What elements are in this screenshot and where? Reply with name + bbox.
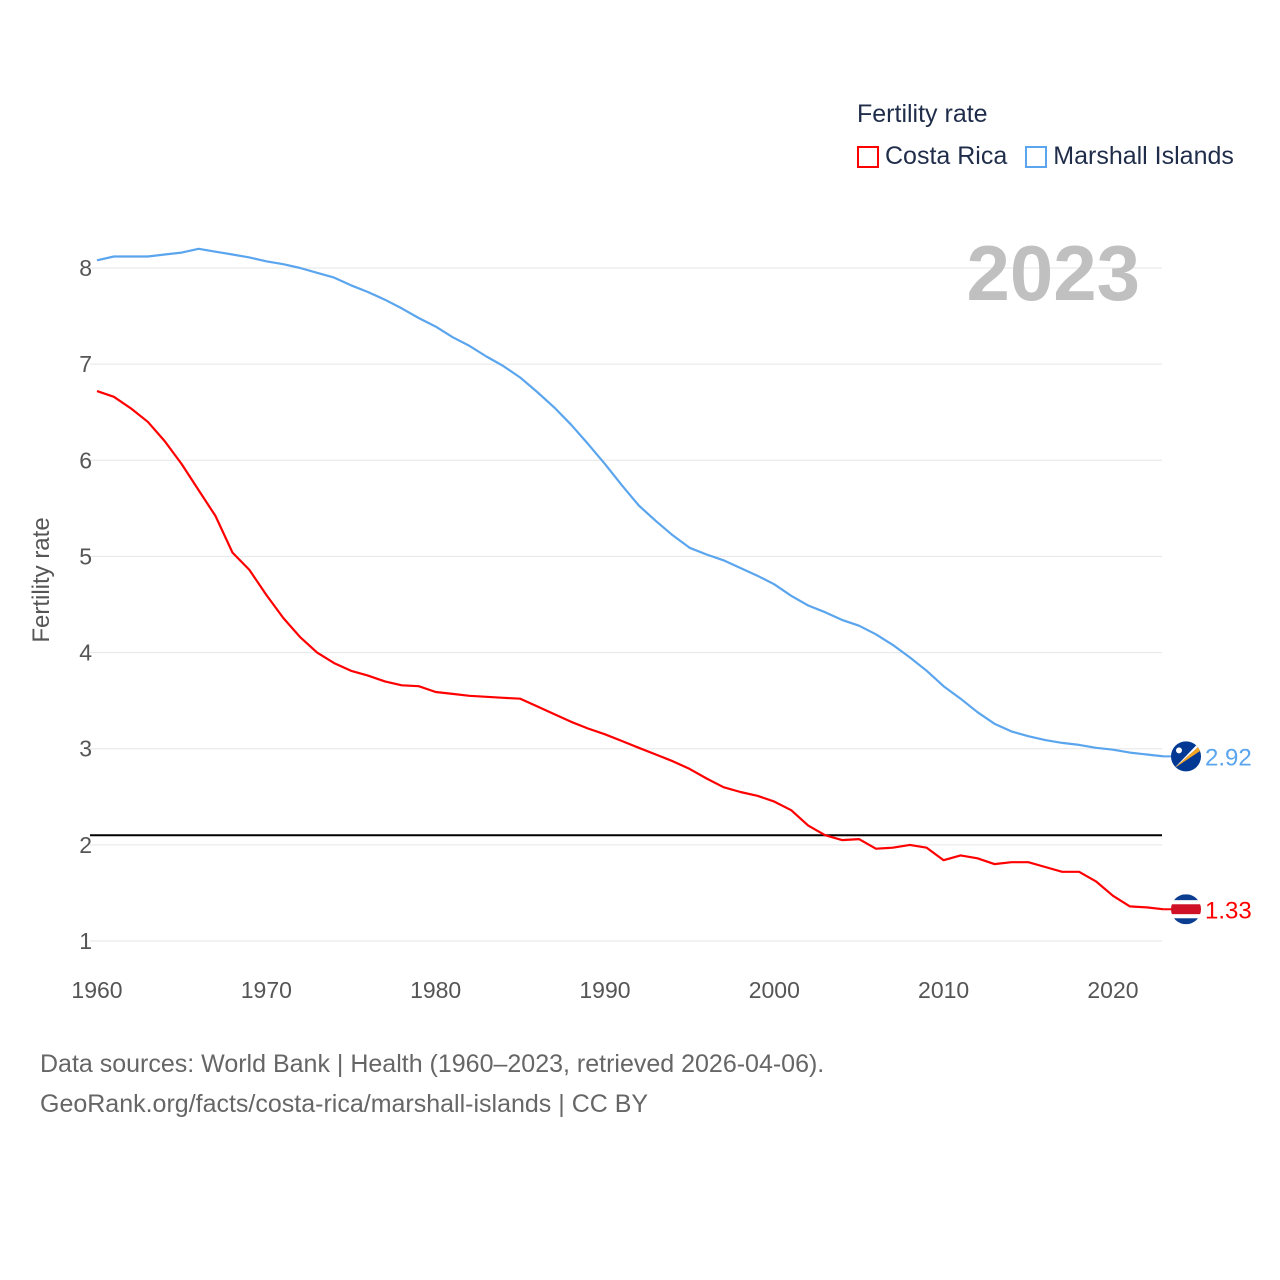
x-tick-label: 1960 xyxy=(71,977,122,1003)
source-line: Data sources: World Bank | Health (1960–… xyxy=(40,1050,825,1078)
legend-label: Marshall Islands xyxy=(1053,142,1234,170)
x-tick-label: 2000 xyxy=(749,977,800,1003)
x-tick-label: 2020 xyxy=(1087,977,1138,1003)
x-tick-labels: 1960 1970 1980 1990 2000 2010 2020 xyxy=(71,977,1138,1003)
y-tick-label: 1 xyxy=(79,928,92,954)
legend-item-costa-rica[interactable]: Costa Rica xyxy=(857,142,1007,171)
series-line-marshall-islands xyxy=(96,247,1164,758)
y-tick-labels: 1 2 3 4 5 6 7 8 xyxy=(79,255,92,954)
series-line-costa-rica xyxy=(96,390,1164,911)
y-tick-label: 3 xyxy=(79,736,92,762)
x-tick-label: 2010 xyxy=(918,977,969,1003)
marshall-islands-flag-icon xyxy=(1171,741,1201,772)
legend-label: Costa Rica xyxy=(885,142,1008,170)
series-lines xyxy=(96,247,1164,911)
source-line: GeoRank.org/facts/costa-rica/marshall-is… xyxy=(40,1090,649,1118)
legend: Costa Rica Marshall Islands xyxy=(857,142,1234,171)
legend-title: Fertility rate xyxy=(857,100,988,128)
y-tick-label: 7 xyxy=(79,351,92,377)
end-value-label: 1.33 xyxy=(1205,897,1252,924)
gridlines xyxy=(90,267,1162,942)
legend-swatch-marshall-islands xyxy=(1025,145,1048,168)
y-tick-label: 8 xyxy=(79,255,92,281)
x-tick-label: 1980 xyxy=(410,977,461,1003)
y-axis-label: Fertility rate xyxy=(28,517,55,643)
y-tick-label: 6 xyxy=(79,447,92,473)
legend-item-marshall-islands[interactable]: Marshall Islands xyxy=(1025,142,1234,171)
legend-swatch-costa-rica xyxy=(857,145,879,168)
source-note: Data sources: World Bank | Health (1960–… xyxy=(40,1044,824,1124)
y-tick-label: 5 xyxy=(79,543,92,569)
x-tick-label: 1970 xyxy=(241,977,292,1003)
y-tick-label: 2 xyxy=(79,832,92,858)
year-label: 2023 xyxy=(966,229,1140,317)
end-value-label: 2.92 xyxy=(1205,744,1252,771)
y-tick-label: 4 xyxy=(79,640,92,666)
end-markers: 1.33 2.92 xyxy=(1163,741,1252,925)
x-tick-label: 1990 xyxy=(579,977,630,1003)
costa-rica-flag-icon xyxy=(1171,894,1201,925)
